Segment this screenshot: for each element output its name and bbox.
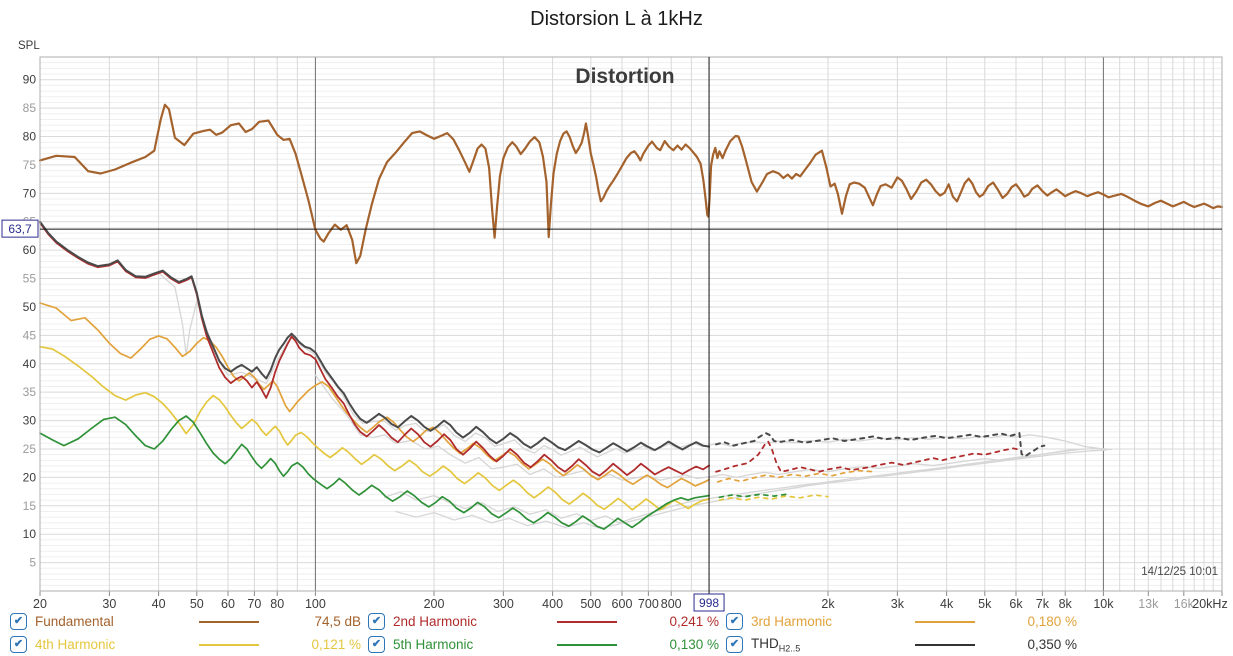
svg-text:SPL: SPL bbox=[18, 40, 40, 52]
svg-text:60: 60 bbox=[221, 597, 235, 611]
svg-text:5: 5 bbox=[29, 556, 36, 570]
svg-text:16k: 16k bbox=[1174, 597, 1195, 611]
legend-label-subscript: H2..5 bbox=[778, 643, 801, 654]
legend: ✔ Fundamental 74,5 dB ✔ 2nd Harmonic 0,241 % ✔… bbox=[10, 610, 1206, 656]
svg-text:45: 45 bbox=[23, 328, 37, 342]
svg-text:20kHz: 20kHz bbox=[1192, 597, 1227, 611]
distortion-chart[interactable]: SPL9085807570656055504540353025201510520… bbox=[0, 38, 1233, 612]
legend-checkbox-5th-harmonic[interactable]: ✔ bbox=[368, 636, 385, 653]
legend-label-4th-harmonic: 4th Harmonic bbox=[35, 637, 116, 652]
svg-text:60: 60 bbox=[23, 243, 37, 257]
timestamp: 14/12/25 10:01 bbox=[1141, 566, 1218, 578]
svg-text:40: 40 bbox=[152, 597, 166, 611]
legend-label-fundamental: Fundamental bbox=[35, 614, 114, 629]
4th-harmonic-curve bbox=[39, 345, 829, 511]
thd-curve bbox=[39, 220, 1046, 458]
legend-label-3rd-harmonic: 3rd Harmonic bbox=[751, 614, 833, 629]
svg-text:10k: 10k bbox=[1093, 597, 1114, 611]
svg-text:8k: 8k bbox=[1059, 597, 1073, 611]
svg-text:100: 100 bbox=[305, 597, 326, 611]
3rd-harmonic-curve bbox=[39, 302, 874, 489]
cursor-spl-box bbox=[1, 219, 39, 238]
svg-text:25: 25 bbox=[23, 442, 37, 456]
legend-item-2nd-harmonic: ✔ 2nd Harmonic 0,241 % bbox=[368, 610, 726, 633]
svg-text:600: 600 bbox=[612, 597, 633, 611]
svg-text:4k: 4k bbox=[940, 597, 954, 611]
svg-text:85: 85 bbox=[23, 101, 37, 115]
svg-text:50: 50 bbox=[190, 597, 204, 611]
legend-value-5th-harmonic: 0,130 % bbox=[669, 637, 719, 652]
5th-harmonic-curve bbox=[39, 415, 790, 530]
svg-text:35: 35 bbox=[23, 385, 37, 399]
svg-text:90: 90 bbox=[23, 73, 37, 87]
svg-text:20: 20 bbox=[33, 597, 47, 611]
svg-text:40: 40 bbox=[23, 357, 37, 371]
legend-checkbox-4th-harmonic[interactable]: ✔ bbox=[10, 636, 27, 653]
legend-label-2nd-harmonic: 2nd Harmonic bbox=[393, 614, 478, 629]
svg-text:300: 300 bbox=[493, 597, 514, 611]
svg-text:200: 200 bbox=[424, 597, 445, 611]
legend-swatch-2nd-harmonic bbox=[541, 620, 633, 623]
cursor[interactable]: 63,7 998 bbox=[1, 57, 1222, 612]
legend-item-5th-harmonic: ✔ 5th Harmonic 0,130 % bbox=[368, 633, 726, 656]
legend-swatch-thd bbox=[899, 643, 991, 646]
svg-text:998: 998 bbox=[699, 596, 719, 610]
svg-text:6k: 6k bbox=[1009, 597, 1023, 611]
legend-value-fundamental: 74,5 dB bbox=[314, 614, 361, 629]
legend-swatch-5th-harmonic bbox=[541, 643, 633, 646]
legend-item-3rd-harmonic: ✔ 3rd Harmonic 0,180 % bbox=[726, 610, 1206, 633]
svg-text:15: 15 bbox=[23, 499, 37, 513]
x-axis-labels: 20 30 40 50 60 70 80 100 200 300 400 500 600 700 800 2k… bbox=[33, 591, 1228, 611]
svg-text:14/12/25 10:01: 14/12/25 10:01 bbox=[1141, 566, 1218, 578]
y-axis-labels: SPL90858075706560555045403530252015105 bbox=[18, 40, 40, 570]
svg-text:63,7: 63,7 bbox=[8, 222, 32, 236]
fundamental-curve bbox=[38, 103, 1224, 265]
plot-border bbox=[39, 56, 1223, 592]
svg-text:75: 75 bbox=[23, 158, 37, 172]
legend-value-thd: 0,350 % bbox=[1027, 637, 1077, 652]
svg-text:700: 700 bbox=[638, 597, 659, 611]
svg-text:2k: 2k bbox=[821, 597, 835, 611]
legend-swatch-3rd-harmonic bbox=[899, 620, 991, 623]
legend-item-thd: ✔ THDH2..5 0,350 % bbox=[726, 633, 1206, 656]
legend-value-4th-harmonic: 0,121 % bbox=[311, 637, 361, 652]
svg-text:30: 30 bbox=[102, 597, 116, 611]
legend-checkbox-3rd-harmonic[interactable]: ✔ bbox=[726, 613, 743, 630]
svg-text:7k: 7k bbox=[1036, 597, 1050, 611]
legend-item-fundamental: ✔ Fundamental 74,5 dB bbox=[10, 610, 368, 633]
grid bbox=[40, 57, 1222, 591]
svg-text:13k: 13k bbox=[1138, 597, 1159, 611]
legend-swatch-fundamental bbox=[183, 620, 275, 623]
svg-text:55: 55 bbox=[23, 272, 37, 286]
chart-annotation: Distortion bbox=[575, 65, 674, 88]
legend-checkbox-fundamental[interactable]: ✔ bbox=[10, 613, 27, 630]
svg-text:70: 70 bbox=[247, 597, 261, 611]
svg-text:10: 10 bbox=[23, 527, 37, 541]
svg-text:20: 20 bbox=[23, 470, 37, 484]
svg-text:50: 50 bbox=[23, 300, 37, 314]
page-title: Distorsion L à 1kHz bbox=[530, 8, 703, 30]
svg-text:3k: 3k bbox=[891, 597, 905, 611]
svg-text:5k: 5k bbox=[978, 597, 992, 611]
svg-text:500: 500 bbox=[580, 597, 601, 611]
reference-trace-1 bbox=[157, 272, 1113, 458]
legend-item-4th-harmonic: ✔ 4th Harmonic 0,121 % bbox=[10, 633, 368, 656]
svg-text:30: 30 bbox=[23, 414, 37, 428]
svg-text:800: 800 bbox=[661, 597, 682, 611]
svg-text:80: 80 bbox=[23, 130, 37, 144]
reference-trace-2 bbox=[314, 374, 1075, 481]
svg-text:Distortion: Distortion bbox=[575, 65, 674, 88]
cursor-freq-box bbox=[693, 593, 725, 612]
svg-text:80: 80 bbox=[270, 597, 284, 611]
legend-label-thd: THDH2..5 bbox=[751, 635, 801, 654]
svg-text:70: 70 bbox=[23, 186, 37, 200]
legend-checkbox-thd[interactable]: ✔ bbox=[726, 636, 743, 653]
legend-value-3rd-harmonic: 0,180 % bbox=[1027, 614, 1077, 629]
legend-checkbox-2nd-harmonic[interactable]: ✔ bbox=[368, 613, 385, 630]
legend-value-2nd-harmonic: 0,241 % bbox=[669, 614, 719, 629]
legend-label-5th-harmonic: 5th Harmonic bbox=[393, 637, 474, 652]
legend-swatch-4th-harmonic bbox=[183, 643, 275, 646]
svg-text:400: 400 bbox=[542, 597, 563, 611]
